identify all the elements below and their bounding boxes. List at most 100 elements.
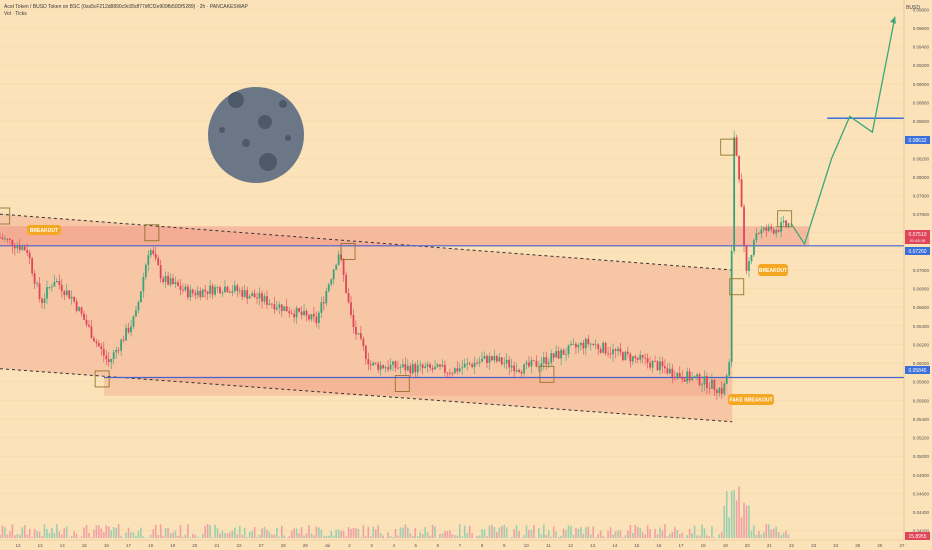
candle-body [236,285,239,292]
candle-body [278,304,281,308]
volume-bar [367,526,370,538]
candle-body [654,361,656,362]
volume-bar [661,530,664,538]
candle-body [753,240,755,256]
volume-bar [224,533,226,538]
candle-body [290,313,293,314]
candle-body [495,356,498,362]
candle-body [112,352,115,360]
candle-body [609,353,612,355]
y-tick-label: 0.08600 [913,119,930,124]
volume-bar [4,527,6,538]
volume-bar [360,537,362,538]
candle-body [775,229,778,234]
x-tick-label: 2 [348,543,351,548]
volume-bar [120,535,122,538]
volume-bar [753,525,755,538]
y-tick-label: 0.06000 [913,361,930,366]
candle-body [224,286,226,293]
forecast-path [790,16,896,246]
volume-bar [468,525,471,538]
volume-bar [770,529,773,538]
breakout-left-text: BREAKOUT [30,228,58,234]
y-tick-label: 0.04200 [913,529,930,534]
candle-body [253,293,256,298]
volume-bar [434,526,436,538]
candle-body [772,229,775,234]
candle-body [743,206,745,246]
volume-bar [125,532,127,538]
candle-body [713,379,716,391]
volume-bar [649,529,651,538]
candle-body [693,376,696,378]
volume-bar [290,531,293,538]
volume-bar [449,530,451,538]
volume-bar [216,528,219,538]
x-tick-label: 26 [877,543,883,548]
x-tick-label: 20 [192,543,198,548]
candle-body [565,354,567,355]
volume-bar [293,528,295,538]
volume-bar [745,505,748,538]
volume-bar [713,537,716,538]
volume-bars [0,486,790,538]
candle-body [715,390,718,393]
volume-bar [201,533,204,538]
candle-body [451,373,454,375]
volume-bar [127,527,130,538]
volume-bar [587,526,590,538]
volume-bar [397,535,399,538]
volume-bar [639,527,642,538]
volume-bar [785,530,787,538]
candle-body [770,226,773,230]
volume-bar [278,536,281,538]
volume-bar [288,536,291,538]
candle-body [177,282,179,286]
x-tick-label: 4 [392,543,395,548]
marker-box [0,207,11,225]
candle-body [706,376,708,388]
candle-body [402,364,404,368]
candle-body [550,353,553,363]
volume-bar [688,529,691,538]
volume-bar [231,530,234,538]
volume-bar [90,537,93,538]
moon-icon [208,87,304,183]
volume-bar [303,535,305,538]
volume-bar [392,537,394,538]
candle-body [345,275,347,293]
y-tick-label: 0.04600 [913,491,930,496]
candle-body [107,359,110,363]
candle-body [434,366,436,370]
candle-body [179,285,182,290]
candle-body [191,289,194,294]
candle-body [676,372,679,379]
candle-body [453,368,456,374]
candle-body [577,344,580,348]
volume-bar [313,535,315,538]
candle-body [409,365,412,374]
volume-bar [357,529,360,538]
volume-bar [421,533,424,538]
candle-body [530,360,533,367]
volume-bar [723,505,726,538]
volume-bar [105,525,108,538]
candle-body [142,277,145,292]
volume-bar [325,535,328,538]
volume-bar [219,533,221,538]
volume-bar [164,528,167,538]
candle-body [216,287,219,289]
volume-bar [362,525,365,538]
candle-body [41,298,43,303]
volume-bar [602,535,604,538]
candle-body [582,342,585,349]
volume-bar [226,533,229,538]
x-tick-label: 20 [745,543,751,548]
candle-body [639,354,642,360]
volume-bar [429,535,431,538]
volume-bar [58,531,61,538]
volume-bar [238,525,241,538]
volume-bar [234,527,236,538]
